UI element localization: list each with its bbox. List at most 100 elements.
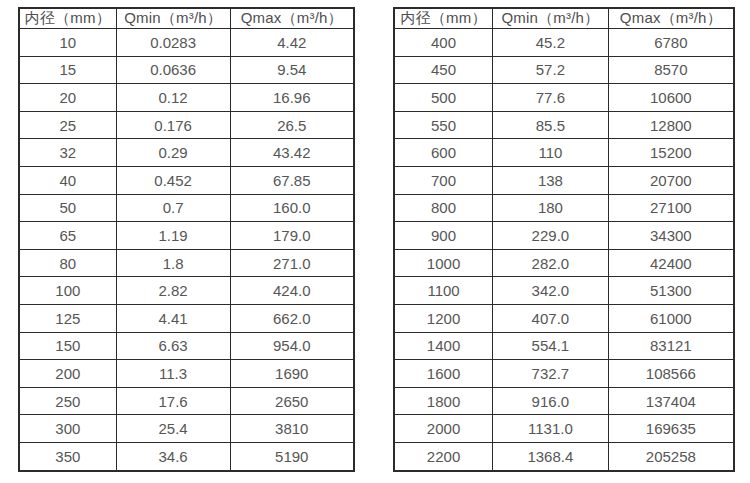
table-row: 1200407.061000 [394, 304, 734, 332]
table-cell: 20700 [608, 166, 734, 194]
table-cell: 67.85 [230, 166, 354, 194]
table-cell: 61000 [608, 304, 734, 332]
column-header: 内径（mm） [19, 8, 116, 29]
table-row: 50077.610600 [394, 84, 734, 112]
table-cell: 83121 [608, 332, 734, 360]
table-cell: 2200 [394, 442, 493, 471]
table-cell: 108566 [608, 360, 734, 388]
table-cell: 16.96 [230, 84, 354, 112]
column-header: Qmax（m³/h） [230, 8, 354, 29]
table-row: 1600732.7108566 [394, 360, 734, 388]
table-cell: 1800 [394, 387, 493, 415]
table-row: 45057.28570 [394, 56, 734, 84]
table-row: 1400554.183121 [394, 332, 734, 360]
table-cell: 1131.0 [493, 415, 609, 443]
table-row: 320.2943.42 [19, 139, 354, 167]
table-cell: 160.0 [230, 194, 354, 222]
table-cell: 10 [19, 29, 116, 57]
table-cell: 407.0 [493, 304, 609, 332]
column-header: 内径（mm） [394, 8, 493, 29]
table-cell: 15200 [608, 139, 734, 167]
table-cell: 20 [19, 84, 116, 112]
table-cell: 26.5 [230, 111, 354, 139]
table-cell: 34300 [608, 222, 734, 250]
table-cell: 57.2 [493, 56, 609, 84]
table-cell: 400 [394, 29, 493, 57]
table-cell: 800 [394, 194, 493, 222]
table-cell: 500 [394, 84, 493, 112]
table-row: 1506.63954.0 [19, 332, 354, 360]
table-cell: 0.0636 [116, 56, 230, 84]
table-cell: 169635 [608, 415, 734, 443]
table-cell: 85.5 [493, 111, 609, 139]
table-cell: 77.6 [493, 84, 609, 112]
table-row: 35034.65190 [19, 442, 354, 471]
table-cell: 700 [394, 166, 493, 194]
table-cell: 1.19 [116, 222, 230, 250]
table-row: 400.45267.85 [19, 166, 354, 194]
table-cell: 6780 [608, 29, 734, 57]
table-cell: 954.0 [230, 332, 354, 360]
column-header: Qmin（m³/h） [493, 8, 609, 29]
table-cell: 10600 [608, 84, 734, 112]
table-row: 25017.62650 [19, 387, 354, 415]
table-cell: 600 [394, 139, 493, 167]
table-cell: 350 [19, 442, 116, 471]
table-cell: 32 [19, 139, 116, 167]
table-cell: 205258 [608, 442, 734, 471]
table-row: 40045.26780 [394, 29, 734, 57]
table-cell: 1690 [230, 360, 354, 388]
table-cell: 6.63 [116, 332, 230, 360]
table-row: 22001368.4205258 [394, 442, 734, 471]
table-cell: 50 [19, 194, 116, 222]
table-cell: 17.6 [116, 387, 230, 415]
table-cell: 271.0 [230, 249, 354, 277]
table-cell: 34.6 [116, 442, 230, 471]
table-cell: 300 [19, 415, 116, 443]
table-cell: 138 [493, 166, 609, 194]
table-cell: 42400 [608, 249, 734, 277]
table-cell: 51300 [608, 277, 734, 305]
flow-table-small-diameters: 内径（mm）Qmin（m³/h）Qmax（m³/h） 100.02834.421… [18, 7, 355, 472]
table-row: 1800916.0137404 [394, 387, 734, 415]
table-cell: 200 [19, 360, 116, 388]
table-cell: 12800 [608, 111, 734, 139]
table-cell: 25.4 [116, 415, 230, 443]
table-cell: 4.42 [230, 29, 354, 57]
table-row: 100.02834.42 [19, 29, 354, 57]
table-row: 801.8271.0 [19, 249, 354, 277]
table-cell: 0.29 [116, 139, 230, 167]
table-cell: 65 [19, 222, 116, 250]
table-cell: 27100 [608, 194, 734, 222]
table-row: 200.1216.96 [19, 84, 354, 112]
header-row: 内径（mm）Qmin（m³/h）Qmax（m³/h） [394, 8, 734, 29]
table-cell: 100 [19, 277, 116, 305]
table-row: 55085.512800 [394, 111, 734, 139]
table-cell: 424.0 [230, 277, 354, 305]
table-cell: 9.54 [230, 56, 354, 84]
table-row: 20001131.0169635 [394, 415, 734, 443]
table-row: 651.19179.0 [19, 222, 354, 250]
table-cell: 1200 [394, 304, 493, 332]
table-row: 60011015200 [394, 139, 734, 167]
table-cell: 43.42 [230, 139, 354, 167]
table-cell: 1100 [394, 277, 493, 305]
table-cell: 2000 [394, 415, 493, 443]
table-cell: 1368.4 [493, 442, 609, 471]
flow-table-large-diameters: 内径（mm）Qmin（m³/h）Qmax（m³/h） 40045.2678045… [393, 7, 735, 472]
table-cell: 45.2 [493, 29, 609, 57]
table-cell: 550 [394, 111, 493, 139]
table-cell: 1400 [394, 332, 493, 360]
column-header: Qmax（m³/h） [608, 8, 734, 29]
table-row: 70013820700 [394, 166, 734, 194]
table-cell: 80 [19, 249, 116, 277]
table-cell: 0.452 [116, 166, 230, 194]
table-cell: 732.7 [493, 360, 609, 388]
table-cell: 137404 [608, 387, 734, 415]
table-cell: 450 [394, 56, 493, 84]
table-cell: 179.0 [230, 222, 354, 250]
table-row: 900229.034300 [394, 222, 734, 250]
header-row: 内径（mm）Qmin（m³/h）Qmax（m³/h） [19, 8, 354, 29]
table-cell: 0.0283 [116, 29, 230, 57]
table-cell: 554.1 [493, 332, 609, 360]
